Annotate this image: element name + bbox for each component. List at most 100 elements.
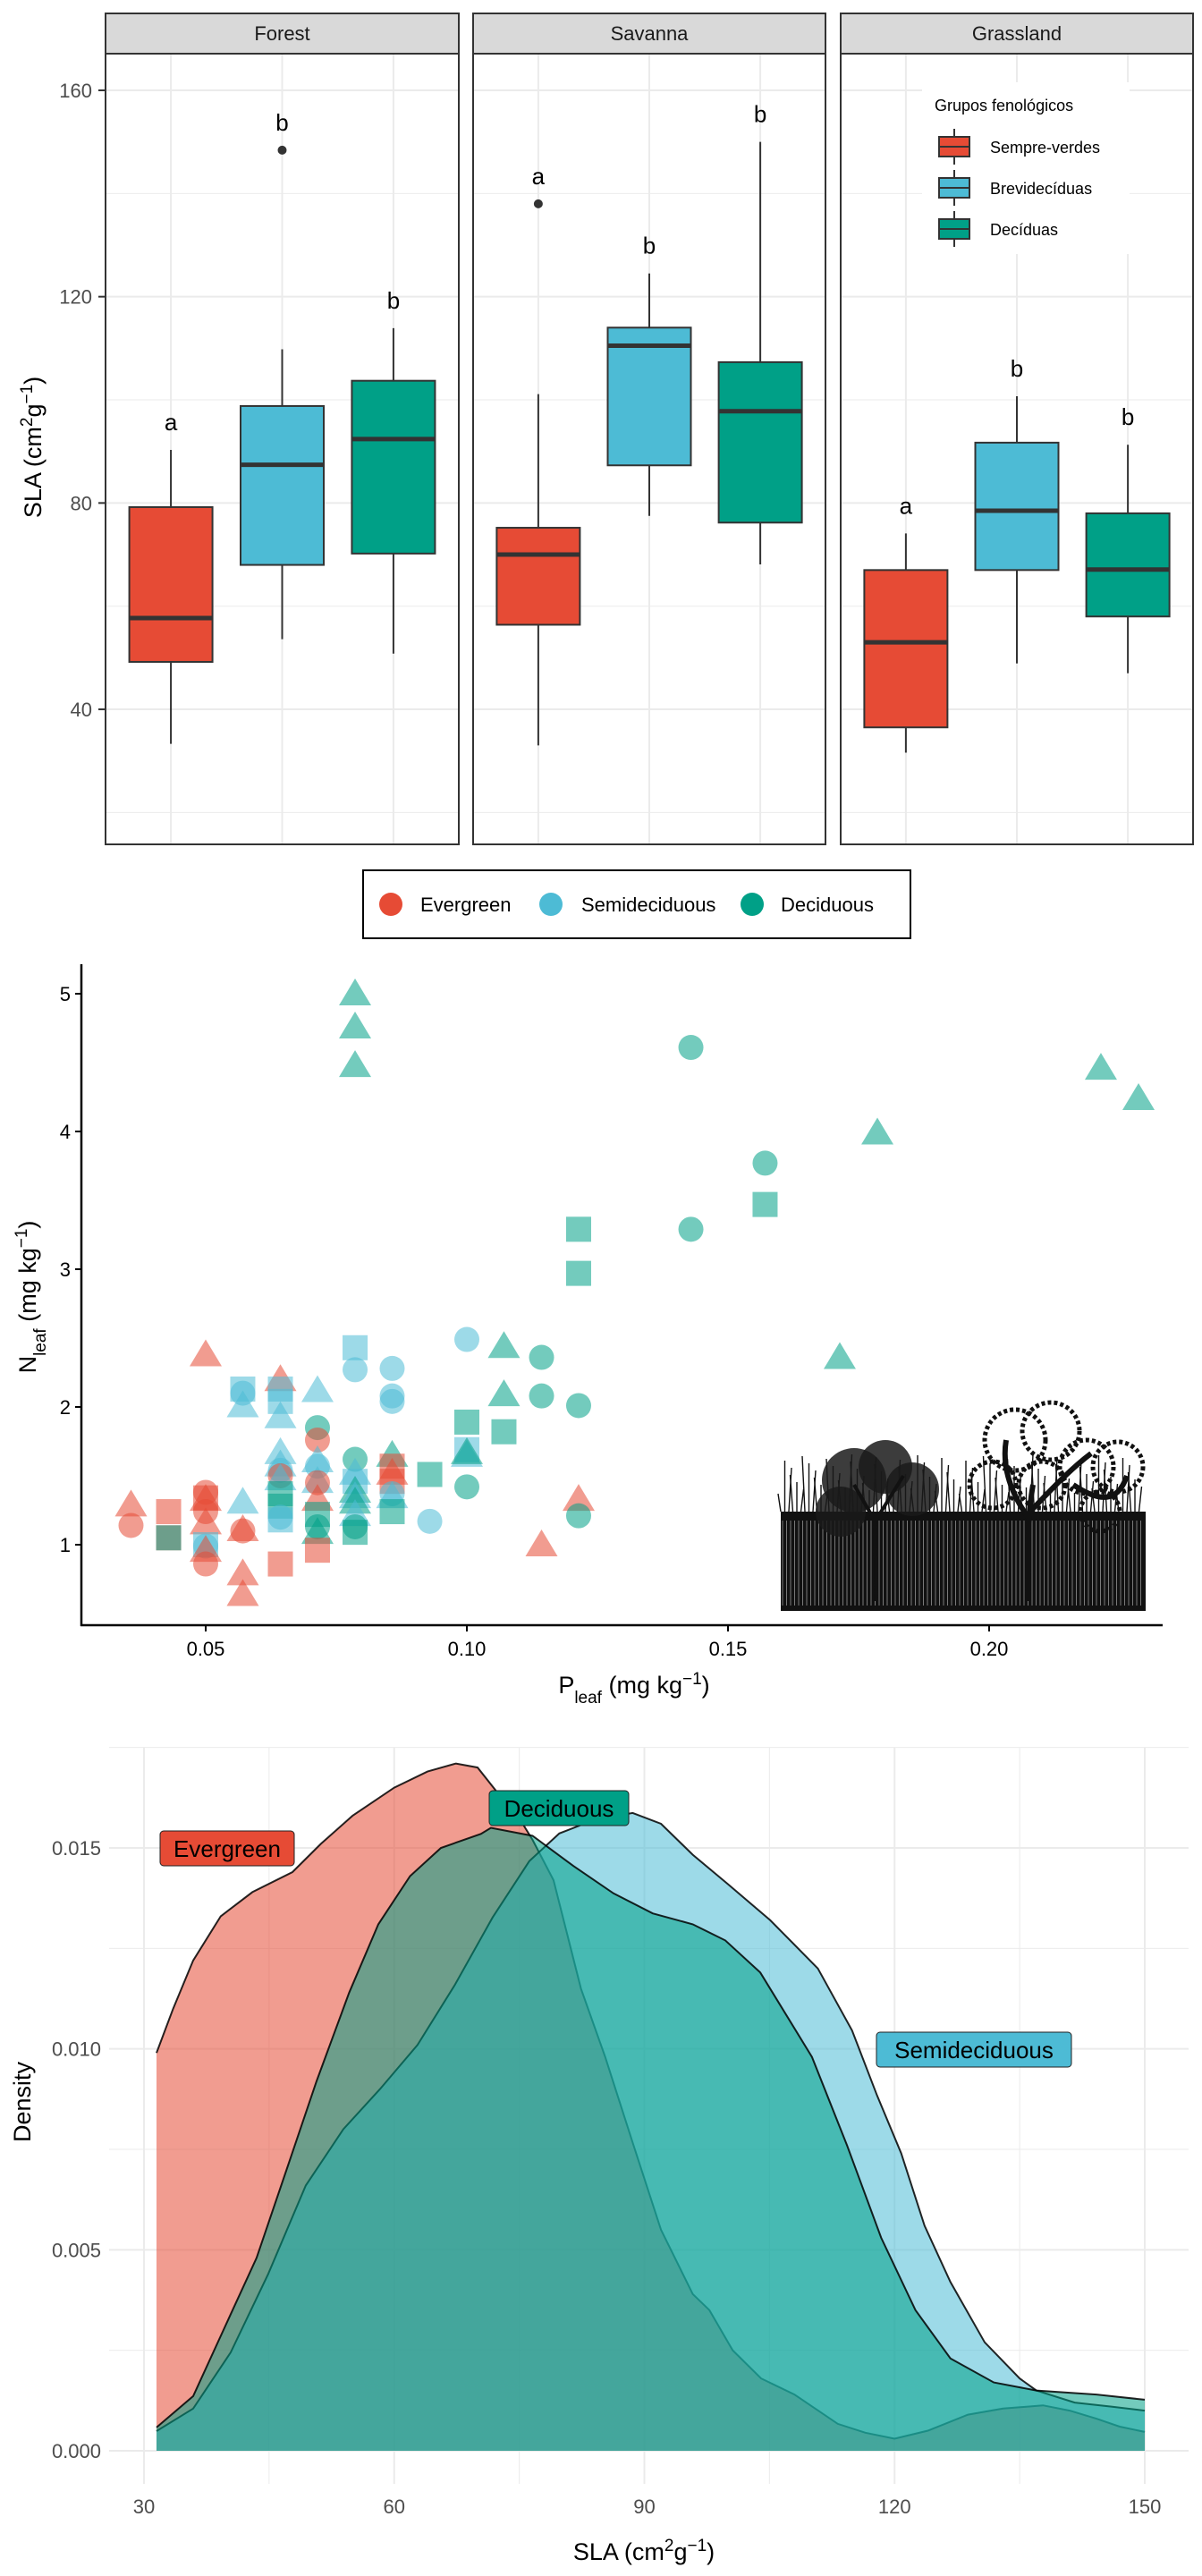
grass-blade [789, 1474, 794, 1513]
significance-letter: a [532, 163, 546, 190]
data-point-triangle-semideciduous [226, 1487, 259, 1514]
data-point-circle-evergreen [304, 1427, 330, 1453]
box-iqr [606, 326, 692, 467]
x-axis-title: SLA (cm2g−1) [573, 2537, 715, 2566]
density-chart: Evergreen Deciduous Semideciduous 0.000 0.00… [9, 1747, 1189, 2566]
label-box [159, 1830, 295, 1867]
box-evergreen: a [863, 492, 949, 753]
shrub-foliage [816, 1487, 866, 1537]
grass-blade [1078, 1459, 1082, 1513]
legend-box [362, 869, 911, 939]
facet-strip [105, 13, 460, 55]
data-point-circle-deciduous [529, 1344, 554, 1370]
label-text: Semideciduous [894, 2037, 1054, 2063]
label-box [876, 2031, 1072, 2068]
data-point-square-evergreen [267, 1551, 293, 1577]
data-point-square-evergreen [304, 1538, 330, 1563]
data-point-square-deciduous [491, 1419, 517, 1445]
legend-label-semideciduous: Brevidecíduas [990, 180, 1092, 198]
data-point-circle-semideciduous [417, 1508, 443, 1534]
data-point-square-deciduous [565, 1260, 591, 1286]
significance-letter: b [387, 287, 400, 314]
significance-letter: b [643, 233, 656, 259]
data-point-circle-deciduous [752, 1150, 778, 1176]
box-iqr [974, 441, 1060, 572]
facet-strip [472, 13, 826, 55]
data-point-triangle-evergreen [190, 1339, 222, 1367]
data-point-square-deciduous [454, 1409, 479, 1435]
x-tick-label: 0.05 [187, 1638, 225, 1660]
y-tick-label: 120 [59, 286, 92, 309]
significance-letter: b [1122, 403, 1134, 430]
grass-blade [944, 1464, 950, 1513]
data-point-triangle-deciduous [451, 1436, 483, 1464]
legend-key-deciduous [741, 893, 764, 916]
data-point-triangle-deciduous [300, 1517, 334, 1545]
boxplot-legend: Grupos fenológicos Sempre-verdes Brevidecí… [922, 82, 1130, 254]
legend-label-deciduous: Decíduas [990, 221, 1058, 239]
data-point-triangle-deciduous [1122, 1083, 1155, 1111]
legend-title: Grupos fenológicos [935, 97, 1073, 114]
x-axis-title: Pleaf (mg kg−1) [558, 1670, 709, 1707]
grass-blade [1067, 1485, 1071, 1513]
density-area-deciduous [156, 1827, 1145, 2451]
tree-foliage [1020, 1400, 1082, 1462]
facet-strip-label: Grassland [972, 22, 1062, 45]
box-iqr [240, 404, 325, 566]
y-tick-label: 160 [59, 80, 92, 102]
data-point-circle-deciduous [529, 1383, 554, 1409]
grass-blade [993, 1470, 998, 1513]
grass-blade [788, 1467, 792, 1513]
legend-label-deciduous: Deciduous [781, 894, 874, 916]
data-point-circle-deciduous [454, 1474, 479, 1500]
outlier-point [277, 145, 287, 155]
density-label-semideciduous: Semideciduous [876, 2031, 1072, 2068]
tree-foliage [1078, 1489, 1122, 1534]
facet-strip-label: Savanna [611, 22, 690, 45]
grass-blade [957, 1486, 961, 1513]
y-tick-label: 5 [60, 983, 71, 1005]
y-axis-title: Nleaf (mg kg−1) [13, 1221, 50, 1374]
box-deciduous: b [351, 287, 436, 654]
scatter-chart: Evergreen Semideciduous Deciduous 1 2 3 4 5 0.05… [13, 869, 1163, 1707]
box-semideciduous: b [974, 355, 1060, 664]
data-point-triangle-semideciduous [226, 1390, 259, 1418]
grass-blade [958, 1493, 963, 1513]
data-point-triangle-deciduous [823, 1342, 856, 1369]
grass-blade [812, 1470, 817, 1513]
data-point-triangle-evergreen [226, 1558, 259, 1586]
data-point-triangle-evergreen [562, 1484, 595, 1512]
significance-letter: a [165, 409, 178, 436]
data-point-circle-deciduous [565, 1393, 591, 1419]
grass-blade [995, 1477, 999, 1513]
data-point-square-evergreen [156, 1499, 182, 1525]
grass-blade [800, 1488, 805, 1513]
box-deciduous: b [717, 101, 803, 564]
data-point-circle-semideciduous [343, 1357, 368, 1383]
tree-foliage [982, 1407, 1048, 1473]
significance-letter: a [900, 492, 913, 519]
grass-blade [982, 1455, 987, 1513]
box-iqr [495, 527, 581, 626]
box-evergreen: a [128, 409, 214, 744]
data-point-square-semideciduous [343, 1335, 368, 1360]
data-point-triangle-semideciduous [264, 1401, 297, 1428]
boxplot-chart: 40 80 120 160 SLA (cm2g−1) a b b Forest a b b Savann… [18, 13, 1194, 845]
data-point-circle-deciduous [678, 1216, 704, 1242]
data-point-square-deciduous [156, 1525, 182, 1551]
x-tick-label: 0.20 [970, 1638, 1009, 1660]
facet-strip [840, 13, 1194, 55]
savanna-vegetation-illustration [777, 1400, 1146, 1611]
box-iqr [863, 569, 949, 729]
facet-strip-label: Forest [254, 22, 309, 45]
data-point-circle-evergreen [304, 1470, 330, 1496]
shrub-foliage [885, 1462, 939, 1516]
data-point-triangle-deciduous [861, 1117, 894, 1145]
significance-letter: b [754, 101, 766, 128]
outlier-point [533, 199, 543, 208]
data-point-circle-evergreen [193, 1551, 218, 1577]
x-tick-label: 0.15 [709, 1638, 748, 1660]
density-line-deciduous [156, 1826, 1146, 2428]
box-iqr [351, 379, 436, 555]
